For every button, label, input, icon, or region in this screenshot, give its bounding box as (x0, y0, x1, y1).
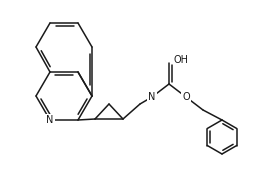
Text: OH: OH (174, 55, 189, 65)
Text: O: O (182, 92, 190, 102)
Text: N: N (148, 92, 156, 102)
Text: N: N (46, 115, 54, 125)
